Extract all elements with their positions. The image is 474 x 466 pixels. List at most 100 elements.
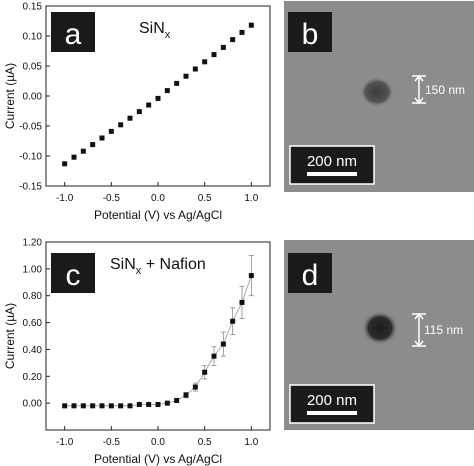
panel-letter-d: d [302,259,319,292]
data-point-a [62,161,68,167]
panel-badge-d [288,253,332,293]
x-tick-label-a: 1.0 [244,193,258,204]
sample-label-a: SiNx [139,20,171,41]
x-axis-label-a: Potential (V) vs Ag/AgCl [94,208,222,222]
data-points-c [62,273,254,409]
sem-image-d: d 115 nm 200 nm [284,240,474,430]
data-point-a [108,128,114,134]
x-tick-label-c: -0.5 [103,437,121,448]
x-tick-label-a: -0.5 [103,193,121,204]
data-point-c [220,341,226,347]
panel-badge-a [51,12,95,52]
data-point-a [220,44,226,50]
data-point-c [174,397,180,403]
y-tick-label-c: 0.20 [23,372,43,383]
x-tick-label-c: -1.0 [56,437,74,448]
y-tick-label-c: 1.20 [23,238,43,249]
data-point-a [248,22,254,28]
x-axis-label-c: Potential (V) vs Ag/AgCl [94,452,222,466]
panel-badge-c [51,253,95,293]
data-point-c [164,400,170,406]
y-tick-label-a: 0.05 [23,62,43,73]
x-tick-label-c: 0.5 [198,437,212,448]
data-point-a [239,29,245,35]
y-tick-label-c: 0.60 [23,318,43,329]
panel-badge-b [288,12,332,52]
data-point-a [90,142,96,148]
axis-ticks-c: -1.0 -0.5 0.0 0.5 1.0 0.00 0.20 0.40 0.60 0.80 1.0… [23,238,259,449]
data-point-a [192,66,198,72]
scale-bar-box-b [289,145,375,185]
y-axis-label-a: Current (µA) [3,63,17,129]
scale-bar-label-d: 200 nm [307,392,357,409]
y-tick-label-c: 0.40 [23,345,43,356]
y-tick-label-a: -0.15 [19,182,42,193]
data-point-a [174,80,180,86]
y-tick-label-c: 0.00 [23,399,43,410]
data-points-a [62,22,254,167]
scale-bar-d [307,411,357,415]
x-tick-label-a: -1.0 [56,193,74,204]
data-point-a [155,95,161,101]
feature-size-label-d: 115 nm [424,323,463,337]
pore-b [360,77,394,107]
data-point-c [71,403,77,409]
data-point-c [211,353,217,359]
x-tick-label-c: 1.0 [244,437,258,448]
chart-c: -1.0 -0.5 0.0 0.5 1.0 0.00 0.20 0.40 0.60 0.80 1.0… [3,238,271,466]
data-point-c [62,403,68,409]
y-tick-label-a: 0.15 [23,2,43,13]
data-point-c [239,299,245,305]
scale-bar-box-d [289,384,375,424]
y-axis-label-c: Current (µA) [3,303,17,369]
panel-letter-b: b [302,18,319,51]
data-point-a [71,154,77,160]
data-point-c [146,401,152,407]
axis-ticks-a: -1.0 -0.5 0.0 0.5 1.0 -0.15 -0.10 -0.05 0.00 0.05… [19,2,259,205]
chart-a: -1.0 -0.5 0.0 0.5 1.0 -0.15 -0.10 -0.05 0.00 0.05… [3,2,271,222]
data-point-c [248,273,254,279]
sample-label-c: SiNx + Nafion [110,256,206,277]
data-point-c [192,384,198,390]
x-tick-label-a: 0.5 [198,193,212,204]
size-marker-b [412,74,426,105]
data-point-c [230,318,236,324]
y-tick-label-a: -0.05 [19,122,42,133]
y-tick-label-a: 0.10 [23,32,43,43]
data-point-c [155,401,161,407]
data-point-a [136,109,142,115]
data-point-a [80,148,86,154]
data-point-c [202,369,208,375]
pore-d [362,311,398,345]
panel-letter-c: c [66,259,81,292]
sem-image-b: b 150 nm 200 nm [284,1,474,192]
data-point-c [127,403,133,409]
size-marker-d [412,312,426,348]
feature-size-label-b: 150 nm [425,83,465,97]
panel-letter-a: a [65,18,82,51]
y-tick-label-c: 1.00 [23,264,43,275]
data-point-a [183,73,189,79]
data-point-a [118,122,124,128]
data-point-c [99,403,105,409]
data-point-c [136,401,142,407]
data-point-c [118,403,124,409]
data-point-a [202,59,208,65]
y-tick-label-a: 0.00 [23,92,43,103]
data-point-a [127,115,133,121]
x-tick-label-c: 0.0 [151,437,165,448]
scale-bar-b [307,172,357,176]
data-point-a [146,102,152,108]
y-tick-label-a: -0.10 [19,152,42,163]
scale-bar-label-b: 200 nm [307,153,357,170]
data-point-a [230,37,236,43]
data-point-c [108,403,114,409]
data-point-a [211,52,217,58]
data-point-c [183,392,189,398]
y-tick-label-c: 0.80 [23,291,43,302]
x-tick-label-a: 0.0 [151,193,165,204]
data-point-a [164,88,170,94]
data-point-a [99,135,105,141]
data-point-c [80,403,86,409]
